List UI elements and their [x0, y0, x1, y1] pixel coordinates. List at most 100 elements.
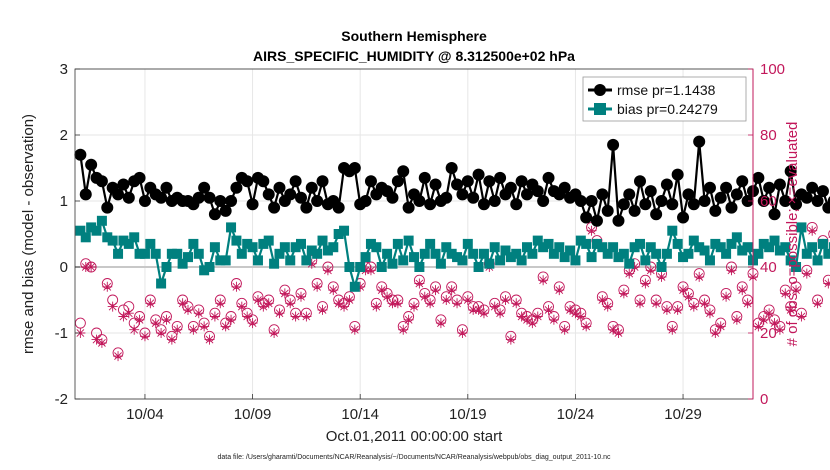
bias-point: [129, 232, 140, 243]
bias-point: [538, 242, 549, 253]
rmse-point: [413, 195, 426, 207]
rmse-point: [461, 175, 474, 188]
rmse-point: [596, 188, 609, 201]
bias-point: [699, 245, 710, 256]
bias-point: [511, 248, 522, 259]
rmse-point: [515, 175, 528, 188]
obs-evaluated-point: [495, 308, 506, 319]
bias-point: [118, 235, 129, 246]
bias-point: [817, 238, 828, 249]
rmse-point: [359, 195, 372, 207]
rmse-point: [364, 175, 377, 188]
obs-evaluated-point: [575, 311, 586, 322]
bias-point: [581, 238, 592, 249]
rmse-point: [720, 181, 733, 194]
obs-evaluated-point: [505, 334, 516, 345]
obs-evaluated-point: [199, 321, 210, 332]
obs-evaluated-point: [382, 291, 393, 302]
rmse-point: [214, 195, 227, 207]
rmse-point: [628, 204, 641, 217]
rmse-point: [79, 188, 92, 201]
bias-point: [80, 232, 91, 243]
rmse-point: [160, 181, 173, 194]
obs-evaluated-point: [452, 298, 463, 309]
obs-evaluated-point: [129, 324, 140, 335]
obs-evaluated-point: [446, 285, 457, 296]
rmse-point: [257, 175, 270, 188]
obs-evaluated-point: [317, 304, 328, 315]
rmse-point: [241, 175, 254, 188]
obs-evaluated-point: [435, 318, 446, 329]
obs-evaluated-point: [113, 351, 124, 362]
bias-point: [317, 235, 328, 246]
legend: rmse pr=1.1438 bias pr=0.24279: [582, 76, 747, 122]
bias-point: [532, 235, 543, 246]
chart-subtitle: AIRS_SPECIFIC_HUMIDITY @ 8.312500e+02 hP…: [253, 48, 575, 64]
rmse-point: [736, 175, 749, 188]
obs-evaluated-point: [694, 271, 705, 282]
obs-evaluated-point: [704, 308, 715, 319]
rmse-point: [262, 188, 275, 201]
rmse-point: [655, 195, 668, 207]
x-tick-label-2: 10/14: [341, 406, 379, 423]
rmse-point: [741, 195, 754, 207]
rmse-point: [510, 198, 523, 211]
bias-point: [279, 242, 290, 253]
legend-bias-marker: [594, 103, 606, 115]
bias-point: [150, 248, 161, 259]
obs-evaluated-point: [597, 295, 608, 305]
data-file-footnote: data file: /Users/gharamti/Documents/NCA…: [217, 454, 611, 461]
bias-point: [522, 242, 532, 253]
rmse-point: [483, 175, 496, 188]
obs-evaluated-point: [236, 301, 247, 312]
obs-evaluated-point: [602, 301, 613, 312]
x-tick-label-4: 10/24: [557, 406, 595, 423]
bias-point: [166, 248, 177, 259]
obs-evaluated-point: [812, 298, 823, 309]
obs-evaluated-point: [365, 265, 376, 276]
bias-point: [371, 242, 382, 253]
obs-evaluated-point: [349, 324, 360, 335]
obs-evaluated-point: [640, 278, 651, 289]
rmse-point: [112, 188, 125, 201]
rmse-point: [316, 175, 329, 188]
rmse-point: [822, 201, 830, 214]
obs-evaluated-point: [473, 304, 484, 315]
rmse-point: [418, 171, 431, 184]
bias-point: [731, 232, 742, 243]
rmse-point: [494, 171, 507, 184]
obs-evaluated-point: [430, 285, 441, 296]
obs-evaluated-point: [548, 314, 559, 325]
obs-evaluated-point: [398, 324, 409, 335]
y-axis-label-left: rmse and bias (model - observation): [20, 114, 37, 354]
obs-evaluated-point: [516, 311, 527, 322]
obs-evaluated-point: [403, 314, 414, 325]
bias-point: [484, 258, 495, 269]
obs-evaluated-point: [139, 331, 150, 342]
obs-evaluated-point: [511, 298, 522, 309]
obs-evaluated-point: [306, 258, 317, 269]
obs-evaluated-point: [753, 321, 764, 332]
rmse-point: [757, 195, 770, 207]
rmse-point: [332, 201, 345, 214]
bias-point: [618, 248, 629, 259]
rmse-point: [558, 181, 571, 194]
obs-evaluated-point: [123, 308, 134, 319]
bias-point: [387, 258, 398, 269]
rmse-point: [585, 195, 598, 207]
bias-point: [333, 229, 344, 239]
bias-point: [823, 248, 830, 259]
rmse-point: [709, 204, 722, 217]
bias-point: [430, 248, 441, 259]
bias-point: [516, 255, 527, 266]
bias-point: [365, 238, 376, 249]
x-tick-label-5: 10/29: [664, 406, 702, 423]
bias-point: [559, 252, 570, 263]
y-tick-label-right-5: 100: [760, 61, 785, 78]
bias-point: [376, 262, 387, 272]
bias-point: [548, 248, 559, 259]
rmse-point: [827, 196, 830, 206]
bias-point: [134, 248, 145, 259]
bias-point: [435, 258, 446, 269]
rmse-point: [590, 214, 603, 227]
